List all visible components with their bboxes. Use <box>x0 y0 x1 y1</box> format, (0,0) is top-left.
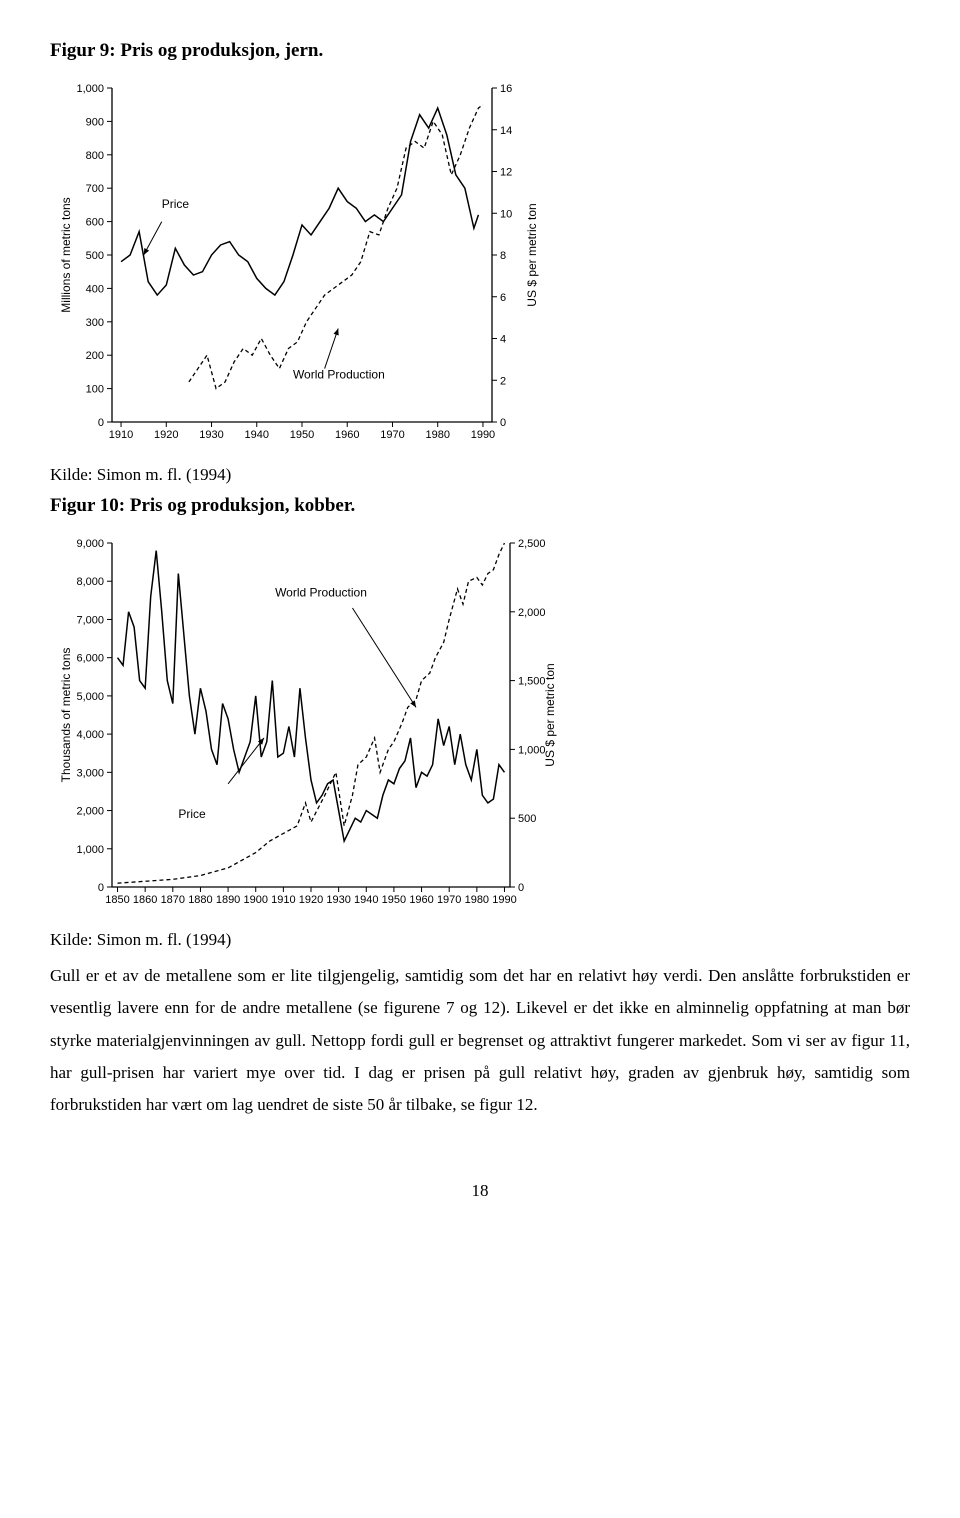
svg-text:300: 300 <box>86 317 104 329</box>
svg-text:US $ per metric ton: US $ per metric ton <box>525 203 539 306</box>
svg-text:2,000: 2,000 <box>76 806 104 818</box>
svg-text:1920: 1920 <box>154 429 178 441</box>
svg-text:1950: 1950 <box>290 429 314 441</box>
svg-text:1850: 1850 <box>105 894 129 906</box>
svg-text:1980: 1980 <box>465 894 489 906</box>
svg-text:100: 100 <box>86 384 104 396</box>
svg-text:900: 900 <box>86 116 104 128</box>
svg-text:1910: 1910 <box>109 429 133 441</box>
svg-text:1960: 1960 <box>409 894 433 906</box>
svg-text:0: 0 <box>518 882 524 894</box>
svg-text:1930: 1930 <box>326 894 350 906</box>
svg-text:1,000: 1,000 <box>518 744 546 756</box>
fig10-source: Kilde: Simon m. fl. (1994) <box>50 930 910 950</box>
svg-text:2,000: 2,000 <box>518 607 546 619</box>
svg-text:World Production: World Production <box>293 368 385 382</box>
svg-text:16: 16 <box>500 83 512 95</box>
svg-text:1860: 1860 <box>133 894 157 906</box>
svg-text:4,000: 4,000 <box>76 729 104 741</box>
svg-text:Price: Price <box>178 807 206 821</box>
fig9-source: Kilde: Simon m. fl. (1994) <box>50 465 910 485</box>
svg-text:1970: 1970 <box>380 429 404 441</box>
svg-text:1970: 1970 <box>437 894 461 906</box>
svg-text:4: 4 <box>500 334 506 346</box>
body-paragraph: Gull er et av de metallene som er lite t… <box>50 960 910 1121</box>
svg-text:1910: 1910 <box>271 894 295 906</box>
svg-text:1990: 1990 <box>492 894 516 906</box>
svg-text:1870: 1870 <box>161 894 185 906</box>
svg-text:1980: 1980 <box>425 429 449 441</box>
fig9-title: Figur 9: Pris og produksjon, jern. <box>50 40 910 62</box>
svg-text:1940: 1940 <box>245 429 269 441</box>
fig9-chart: 1910192019301940195019601970198019900100… <box>50 76 910 451</box>
fig10-title: Figur 10: Pris og produksjon, kobber. <box>50 495 910 517</box>
svg-text:2: 2 <box>500 375 506 387</box>
svg-text:Price: Price <box>162 197 190 211</box>
svg-text:14: 14 <box>500 125 512 137</box>
fig10-chart: 1850186018701880189019001910192019301940… <box>50 531 910 916</box>
svg-text:US $ per metric ton: US $ per metric ton <box>543 663 557 766</box>
svg-text:0: 0 <box>500 417 506 429</box>
svg-text:6: 6 <box>500 292 506 304</box>
svg-text:1,500: 1,500 <box>518 676 546 688</box>
svg-text:7,000: 7,000 <box>76 614 104 626</box>
svg-text:1930: 1930 <box>199 429 223 441</box>
svg-text:400: 400 <box>86 283 104 295</box>
svg-text:0: 0 <box>98 417 104 429</box>
svg-text:1920: 1920 <box>299 894 323 906</box>
svg-text:500: 500 <box>86 250 104 262</box>
svg-text:World Production: World Production <box>275 586 367 600</box>
svg-text:1,000: 1,000 <box>76 844 104 856</box>
svg-text:2,500: 2,500 <box>518 538 546 550</box>
svg-text:Millions of metric tons: Millions of metric tons <box>59 197 73 312</box>
svg-text:800: 800 <box>86 150 104 162</box>
svg-text:1900: 1900 <box>243 894 267 906</box>
svg-text:3,000: 3,000 <box>76 767 104 779</box>
svg-text:8,000: 8,000 <box>76 576 104 588</box>
svg-text:1890: 1890 <box>216 894 240 906</box>
svg-text:1960: 1960 <box>335 429 359 441</box>
svg-text:12: 12 <box>500 167 512 179</box>
svg-text:1,000: 1,000 <box>76 83 104 95</box>
svg-text:0: 0 <box>98 882 104 894</box>
svg-text:1990: 1990 <box>471 429 495 441</box>
svg-text:5,000: 5,000 <box>76 691 104 703</box>
svg-text:10: 10 <box>500 208 512 220</box>
svg-text:6,000: 6,000 <box>76 653 104 665</box>
svg-text:Thousands of metric tons: Thousands of metric tons <box>59 648 73 783</box>
svg-text:700: 700 <box>86 183 104 195</box>
svg-text:1940: 1940 <box>354 894 378 906</box>
svg-text:1880: 1880 <box>188 894 212 906</box>
svg-text:200: 200 <box>86 350 104 362</box>
svg-text:9,000: 9,000 <box>76 538 104 550</box>
svg-text:1950: 1950 <box>382 894 406 906</box>
svg-text:500: 500 <box>518 813 536 825</box>
svg-text:8: 8 <box>500 250 506 262</box>
page-number: 18 <box>50 1181 910 1201</box>
svg-text:600: 600 <box>86 217 104 229</box>
